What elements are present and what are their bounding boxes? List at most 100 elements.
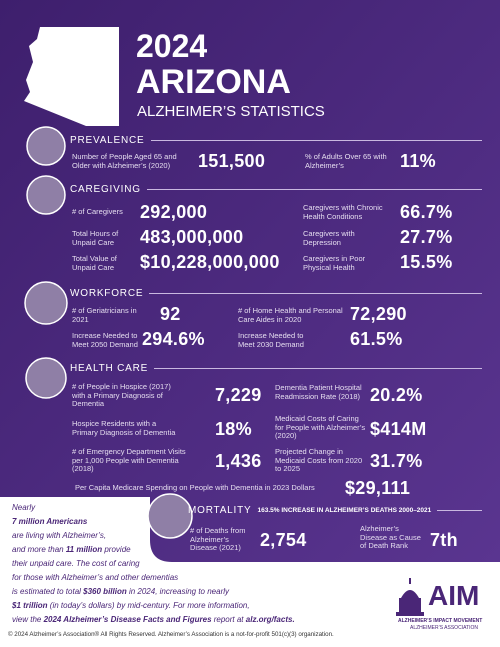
section-note: 163.5% INCREASE IN ALZHEIMER’S DEATHS 20… bbox=[257, 506, 432, 514]
section-header: CAREGIVING bbox=[70, 183, 482, 195]
section-title: PREVALENCE bbox=[70, 134, 145, 146]
note-line: and more than 11 million provide bbox=[12, 543, 295, 557]
stat-value: 294.6% bbox=[142, 329, 205, 349]
stat-label: Total Hours of Unpaid Care bbox=[72, 229, 119, 247]
photo bbox=[147, 493, 193, 539]
state: ARIZONA bbox=[136, 63, 291, 101]
stat-value: 7th bbox=[430, 530, 458, 550]
stat-label: Dementia Patient Hospital Readmission Ra… bbox=[275, 383, 362, 401]
note-text: Nearly bbox=[12, 503, 36, 512]
stat-label: Per Capita Medicare Spending on People w… bbox=[75, 483, 315, 492]
year: 2024 bbox=[136, 28, 208, 64]
note-line: is estimated to total $360 billion in 20… bbox=[12, 585, 295, 599]
stat-label: Caregivers with Chronic Health Condition… bbox=[303, 203, 383, 221]
stat-label: Medicaid Costs of Caring for People with… bbox=[275, 414, 366, 440]
stat-value: 151,500 bbox=[198, 151, 266, 171]
note-line: $1 trillion (in today’s dollars) by mid-… bbox=[12, 599, 295, 613]
stat-value: 15.5% bbox=[400, 252, 453, 272]
stat-label: Alzheimer’s Disease as Cause of Death Ra… bbox=[360, 524, 421, 550]
stat-value: 92 bbox=[160, 304, 181, 324]
note-text: (in today’s dollars) by mid-century. For… bbox=[47, 601, 250, 610]
capitol-icon bbox=[396, 578, 424, 616]
stat-label: Increase Needed to Meet 2030 Demand bbox=[238, 331, 304, 349]
photo bbox=[25, 357, 67, 399]
section-title: CAREGIVING bbox=[70, 183, 141, 195]
logo-name: ALZHEIMER’S IMPACT MOVEMENT bbox=[398, 618, 483, 624]
state-outline bbox=[24, 27, 119, 126]
stat-label: Hospice Residents with a Primary Diagnos… bbox=[72, 419, 176, 437]
subtitle: ALZHEIMER’S STATISTICS bbox=[137, 103, 325, 120]
stat-value: 483,000,000 bbox=[140, 227, 244, 247]
note-line: for those with Alzheimer’s and other dem… bbox=[12, 571, 295, 585]
note-line: their unpaid care. The cost of caring bbox=[12, 557, 295, 571]
stat-label: Number of People Aged 65 and Older with … bbox=[72, 152, 177, 170]
stat-value: $10,228,000,000 bbox=[140, 252, 280, 272]
stat-label: # of Caregivers bbox=[72, 207, 123, 216]
stat-label: # of Geriatricians in 2021 bbox=[72, 306, 137, 324]
stat-label: Increase Needed to Meet 2050 Demand bbox=[72, 331, 138, 349]
note-text: is estimated to total bbox=[12, 587, 84, 596]
section-header: PREVALENCE bbox=[70, 134, 482, 146]
section-header: HEALTH CARE bbox=[70, 362, 482, 374]
stat-value: 61.5% bbox=[350, 329, 403, 349]
stat-value: 11% bbox=[400, 151, 436, 171]
stat-value: 31.7% bbox=[370, 451, 423, 471]
stat-value: 20.2% bbox=[370, 385, 423, 405]
stat-value: 66.7% bbox=[400, 202, 453, 222]
logo-mark: AIM bbox=[428, 580, 480, 611]
note-text: 11 million bbox=[65, 545, 103, 554]
note-text: 2024 Alzheimer’s Disease Facts and Figur… bbox=[43, 615, 212, 624]
rule bbox=[146, 188, 482, 190]
photo bbox=[26, 175, 66, 215]
stat-value: $414M bbox=[370, 419, 427, 439]
logo-org: ALZHEIMER’S ASSOCIATION bbox=[410, 625, 478, 631]
stat-value: 1,436 bbox=[215, 451, 262, 471]
section-title: HEALTH CARE bbox=[70, 362, 149, 374]
stat-value: 18% bbox=[215, 419, 252, 439]
stat-label: Caregivers with Depression bbox=[303, 229, 355, 247]
note-text: are living with Alzheimer’s, bbox=[12, 531, 107, 540]
purple-panel bbox=[0, 0, 500, 562]
note-text: provide bbox=[102, 545, 131, 554]
stat-label: Total Value of Unpaid Care bbox=[72, 254, 117, 272]
section-title: WORKFORCE bbox=[70, 287, 144, 299]
copyright: © 2024 Alzheimer’s Association® All Righ… bbox=[8, 631, 334, 638]
stat-value: 27.7% bbox=[400, 227, 453, 247]
stat-label: # of Emergency Department Visits per 1,0… bbox=[72, 447, 186, 473]
section-header: MORTALITY 163.5% INCREASE IN ALZHEIMER’S … bbox=[188, 504, 482, 516]
stat-label: # of Deaths from Alzheimer’s Disease (20… bbox=[190, 526, 246, 552]
stat-value: 72,290 bbox=[350, 304, 407, 324]
note-text: $360 billion bbox=[83, 587, 127, 596]
stat-label: Projected Change in Medicaid Costs from … bbox=[275, 447, 363, 473]
photo bbox=[26, 126, 66, 166]
note-text: 7 million Americans bbox=[12, 517, 88, 526]
note-text: their unpaid care. The cost of caring bbox=[12, 559, 140, 568]
stat-value: 292,000 bbox=[140, 202, 208, 222]
note-text: view the bbox=[12, 615, 44, 624]
note-line: 7 million Americans bbox=[12, 515, 295, 529]
note-text: report at bbox=[211, 615, 246, 624]
stat-label: # of People in Hospice (2017) with a Pri… bbox=[72, 382, 171, 408]
stat-label: Caregivers in Poor Physical Health bbox=[303, 254, 366, 272]
rule bbox=[150, 139, 482, 141]
stat-value: 7,229 bbox=[215, 385, 262, 405]
stat-value: 2,754 bbox=[260, 530, 307, 550]
footer-note: Nearly 7 million Americans are living with… bbox=[12, 501, 295, 627]
section-header: WORKFORCE bbox=[70, 287, 482, 299]
note-line: view the 2024 Alzheimer’s Disease Facts … bbox=[12, 613, 295, 627]
stat-label: # of Home Health and Personal Care Aides… bbox=[238, 306, 343, 324]
note-line: are living with Alzheimer’s, bbox=[12, 529, 295, 543]
note-text: in 2024, increasing to nearly bbox=[126, 587, 230, 596]
note-text: and more than bbox=[12, 545, 66, 554]
section-title: MORTALITY bbox=[188, 504, 252, 516]
note-text: for those with Alzheimer’s and other dem… bbox=[12, 573, 179, 582]
rule bbox=[437, 509, 482, 511]
rule bbox=[149, 292, 482, 294]
rule bbox=[154, 367, 482, 369]
note-text: alz.org/facts. bbox=[245, 615, 295, 624]
stat-label: % of Adults Over 65 with Alzheimer’s bbox=[305, 152, 387, 170]
note-line: Nearly bbox=[12, 501, 295, 515]
note-text: $1 trillion bbox=[12, 601, 48, 610]
